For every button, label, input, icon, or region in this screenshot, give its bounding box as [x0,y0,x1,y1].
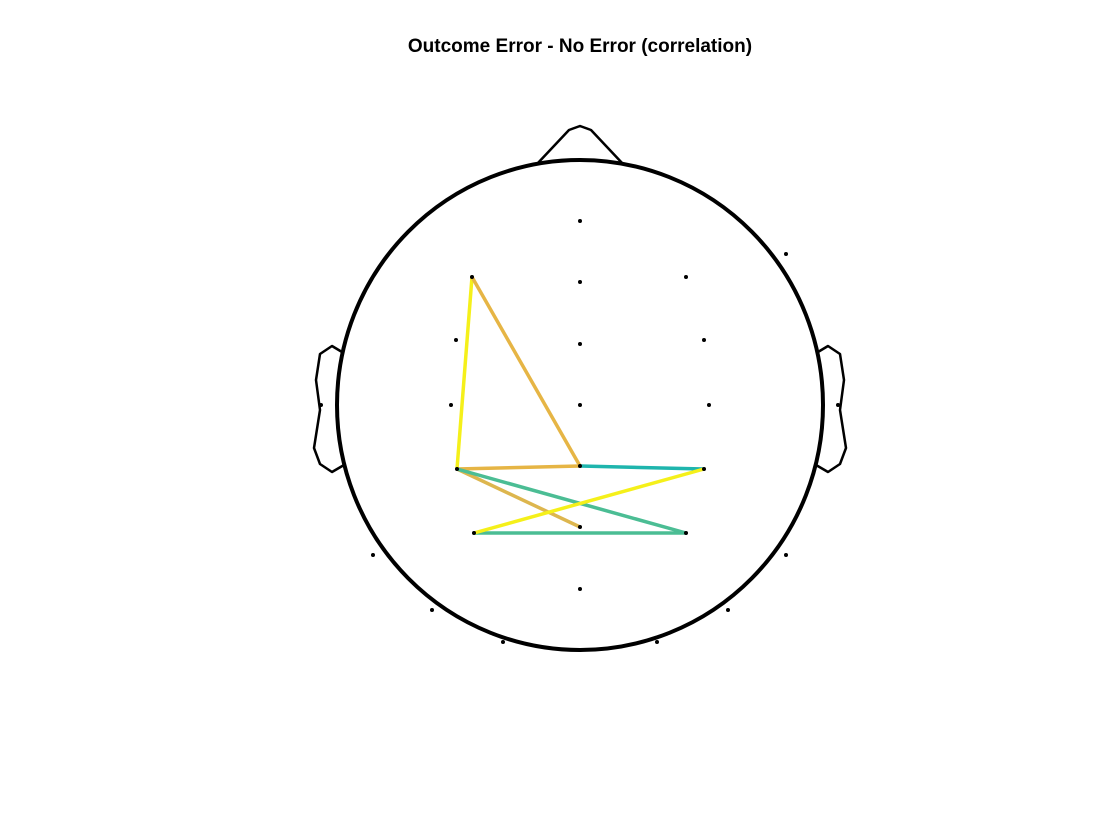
electrode-e22 [784,553,788,557]
electrode-e12 [578,403,582,407]
electrode-e10 [319,403,323,407]
electrode-e3 [784,252,788,256]
left-ear-outline [312,344,345,474]
connection-line-e16-e17 [578,464,706,471]
connection-lines [455,275,706,535]
electrode-e15 [836,403,840,407]
connection-line-e6-e13 [455,275,474,471]
electrode-e2 [578,219,582,223]
electrode-e5 [684,275,688,279]
electrode-e18 [472,531,476,535]
electrode-e27 [655,640,659,644]
electrode-markers [319,158,840,652]
electrode-e13 [455,467,459,471]
connection-line-e18-e17 [472,467,706,535]
electrode-e26 [501,640,505,644]
electrode-e19 [578,525,582,529]
electrode-e7 [454,338,458,342]
electrode-e24 [430,608,434,612]
electrode-e20 [684,531,688,535]
electrode-e25 [726,608,730,612]
connection-line-e13-e20 [455,467,688,535]
electrode-e9 [702,338,706,342]
electrode-e21 [371,553,375,557]
figure-title: Outcome Error - No Error (correlation) [407,36,753,57]
electrode-e17 [702,467,706,471]
electrode-e6 [470,275,474,279]
electrode-e16 [578,464,582,468]
electrode-e30 [578,648,582,652]
electrode-e14 [707,403,711,407]
electrode-e23 [578,587,582,591]
right-ear-outline [815,344,848,474]
electrode-e4 [578,280,582,284]
connection-line-e13-e19 [455,467,582,529]
connection-line-e13-e16 [455,464,582,471]
connection-line-e6-e16 [470,275,582,468]
nose-outline [536,124,624,165]
electrode-e8 [578,342,582,346]
electrode-e11 [449,403,453,407]
electrode-e29 [578,158,582,162]
